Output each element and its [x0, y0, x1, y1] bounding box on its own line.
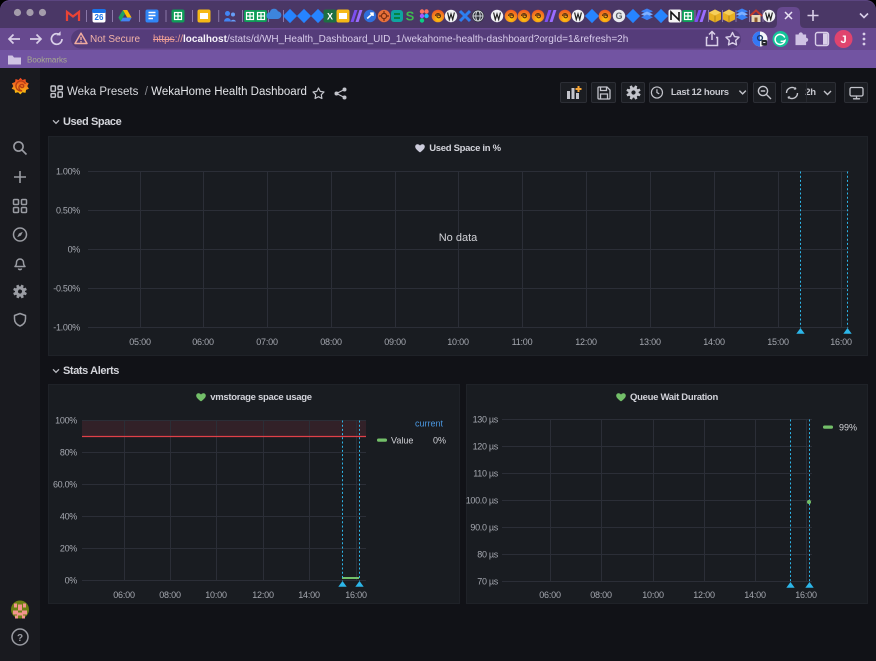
svg-text:0%: 0%: [65, 576, 78, 586]
svg-text:current: current: [415, 419, 444, 429]
svg-text:08:00: 08:00: [590, 590, 612, 600]
svg-text:100.0 µs: 100.0 µs: [466, 496, 499, 506]
svg-text:14:00: 14:00: [703, 337, 725, 347]
svg-text:120 µs: 120 µs: [473, 442, 499, 452]
svg-text:0.50%: 0.50%: [56, 206, 80, 216]
svg-text:99%: 99%: [839, 423, 857, 433]
svg-text:X: X: [327, 12, 333, 22]
svg-text:10:00: 10:00: [447, 337, 469, 347]
svg-text:40%: 40%: [60, 512, 77, 522]
svg-text:13:00: 13:00: [639, 337, 661, 347]
svg-text:?: ?: [17, 633, 23, 644]
svg-text:12:00: 12:00: [252, 590, 274, 600]
svg-text:80%: 80%: [60, 448, 77, 458]
svg-text:10:00: 10:00: [205, 590, 227, 600]
svg-text:G: G: [615, 11, 622, 21]
svg-text:1.00%: 1.00%: [56, 167, 80, 177]
svg-text:130 µs: 130 µs: [473, 415, 499, 425]
svg-text:80 µs: 80 µs: [477, 550, 498, 560]
svg-text:10:00: 10:00: [642, 590, 664, 600]
svg-text:14:00: 14:00: [744, 590, 766, 600]
svg-text:16:00: 16:00: [345, 590, 367, 600]
svg-text:Bookmarks: Bookmarks: [27, 56, 67, 65]
svg-text:0%: 0%: [68, 245, 81, 255]
svg-text:100%: 100%: [55, 416, 77, 426]
svg-text:S: S: [406, 9, 415, 24]
svg-text:110 µs: 110 µs: [473, 469, 499, 479]
svg-text:-0.50%: -0.50%: [53, 284, 80, 294]
svg-text:16:00: 16:00: [830, 337, 852, 347]
svg-text:No data: No data: [439, 232, 478, 244]
svg-text:26: 26: [95, 13, 104, 22]
svg-text:12:00: 12:00: [575, 337, 597, 347]
svg-text:60.0%: 60.0%: [53, 480, 77, 490]
svg-text:16:00: 16:00: [795, 590, 817, 600]
svg-text:08:00: 08:00: [320, 337, 342, 347]
svg-text:06:00: 06:00: [192, 337, 214, 347]
svg-text:14:00: 14:00: [298, 590, 320, 600]
svg-text:06:00: 06:00: [539, 590, 561, 600]
svg-text:08:00: 08:00: [159, 590, 181, 600]
svg-text:70 µs: 70 µs: [477, 577, 498, 587]
svg-text:20%: 20%: [60, 544, 77, 554]
svg-text:09:00: 09:00: [384, 337, 406, 347]
svg-text:0%: 0%: [433, 436, 446, 446]
svg-text:-1.00%: -1.00%: [53, 323, 80, 333]
svg-text:Value: Value: [391, 436, 413, 446]
svg-text:15:00: 15:00: [767, 337, 789, 347]
svg-text:06:00: 06:00: [113, 590, 135, 600]
svg-text:12:00: 12:00: [693, 590, 715, 600]
svg-text:05:00: 05:00: [129, 337, 151, 347]
svg-text:07:00: 07:00: [256, 337, 278, 347]
svg-text:90.0 µs: 90.0 µs: [470, 523, 498, 533]
svg-text:J: J: [840, 34, 846, 46]
svg-text:11:00: 11:00: [512, 337, 533, 347]
